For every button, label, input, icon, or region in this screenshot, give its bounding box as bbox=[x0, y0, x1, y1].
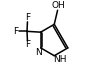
Text: N: N bbox=[35, 48, 42, 57]
Text: F: F bbox=[13, 27, 18, 36]
Text: F: F bbox=[25, 13, 30, 22]
Text: OH: OH bbox=[52, 1, 65, 10]
Text: NH: NH bbox=[53, 55, 66, 63]
Text: F: F bbox=[25, 41, 30, 49]
